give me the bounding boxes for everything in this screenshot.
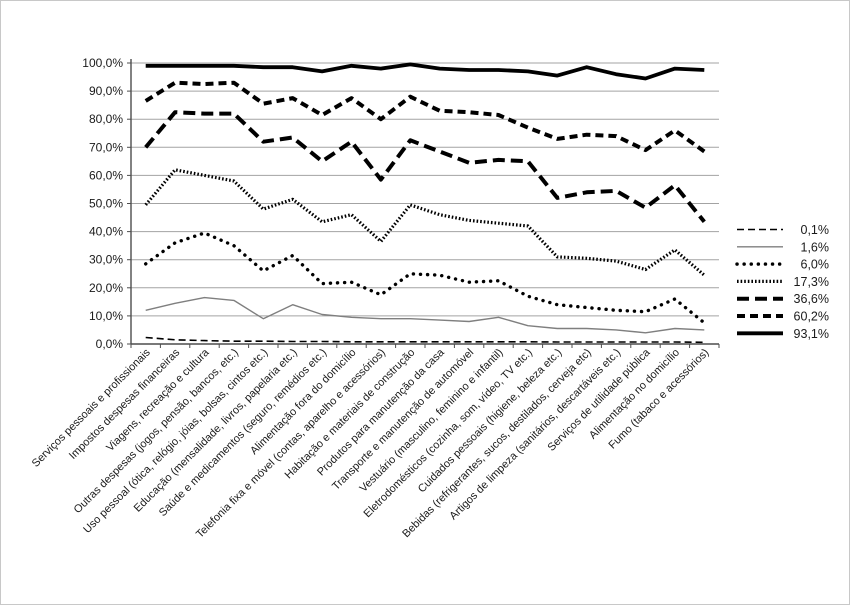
series-line-17,3% <box>144 168 706 277</box>
legend-label: 1,6% <box>801 240 830 254</box>
legend-item-6,0%: 6,0% <box>735 258 830 272</box>
y-tick-label: 0,0% <box>96 337 124 351</box>
legend-label: 0,1% <box>801 223 830 237</box>
legend-item-93,1%: 93,1% <box>737 327 829 341</box>
legend-item-36,6%: 36,6% <box>737 292 829 306</box>
series-line-36,6% <box>144 110 706 224</box>
y-tick-label: 100,0% <box>82 56 123 70</box>
x-ticks <box>130 344 720 348</box>
series-lines <box>143 62 706 344</box>
series-line-1,6% <box>145 296 705 334</box>
legend-label: 17,3% <box>794 275 829 289</box>
legend-label: 36,6% <box>794 292 829 306</box>
y-tick-label: 10,0% <box>89 309 123 323</box>
series-line-93,1% <box>145 62 705 81</box>
x-axis-labels: Serviços pessoais e profissionaisImposto… <box>30 346 712 541</box>
legend-label: 6,0% <box>801 258 830 272</box>
legend-item-1,6%: 1,6% <box>737 240 829 254</box>
y-tick-label: 20,0% <box>89 281 123 295</box>
gridlines <box>127 62 719 345</box>
series-line-60,2% <box>144 80 706 154</box>
y-tick-label: 90,0% <box>89 84 123 98</box>
legend-label: 93,1% <box>794 327 829 341</box>
legend: 0,1% 1,6% 6,0% 17,3% 36,6% 60,2% 93,1% <box>735 223 830 341</box>
y-tick-label: 60,0% <box>89 168 123 182</box>
y-tick-label: 50,0% <box>89 197 123 211</box>
y-tick-label: 40,0% <box>89 225 123 239</box>
legend-item-17,3%: 17,3% <box>737 275 829 289</box>
y-tick-label: 70,0% <box>89 140 123 154</box>
legend-item-60,2%: 60,2% <box>737 310 829 324</box>
series-line-6,0% <box>143 231 706 325</box>
y-tick-label: 80,0% <box>89 112 123 126</box>
y-tick-label: 30,0% <box>89 253 123 267</box>
legend-item-0,1%: 0,1% <box>737 223 829 237</box>
series-line-0,1% <box>145 336 705 344</box>
legend-label: 60,2% <box>794 310 829 324</box>
y-axis-labels: 0,0% 10,0% 20,0% 30,0% 40,0% 50,0% 60,0% 70,0% 8… <box>82 56 123 351</box>
